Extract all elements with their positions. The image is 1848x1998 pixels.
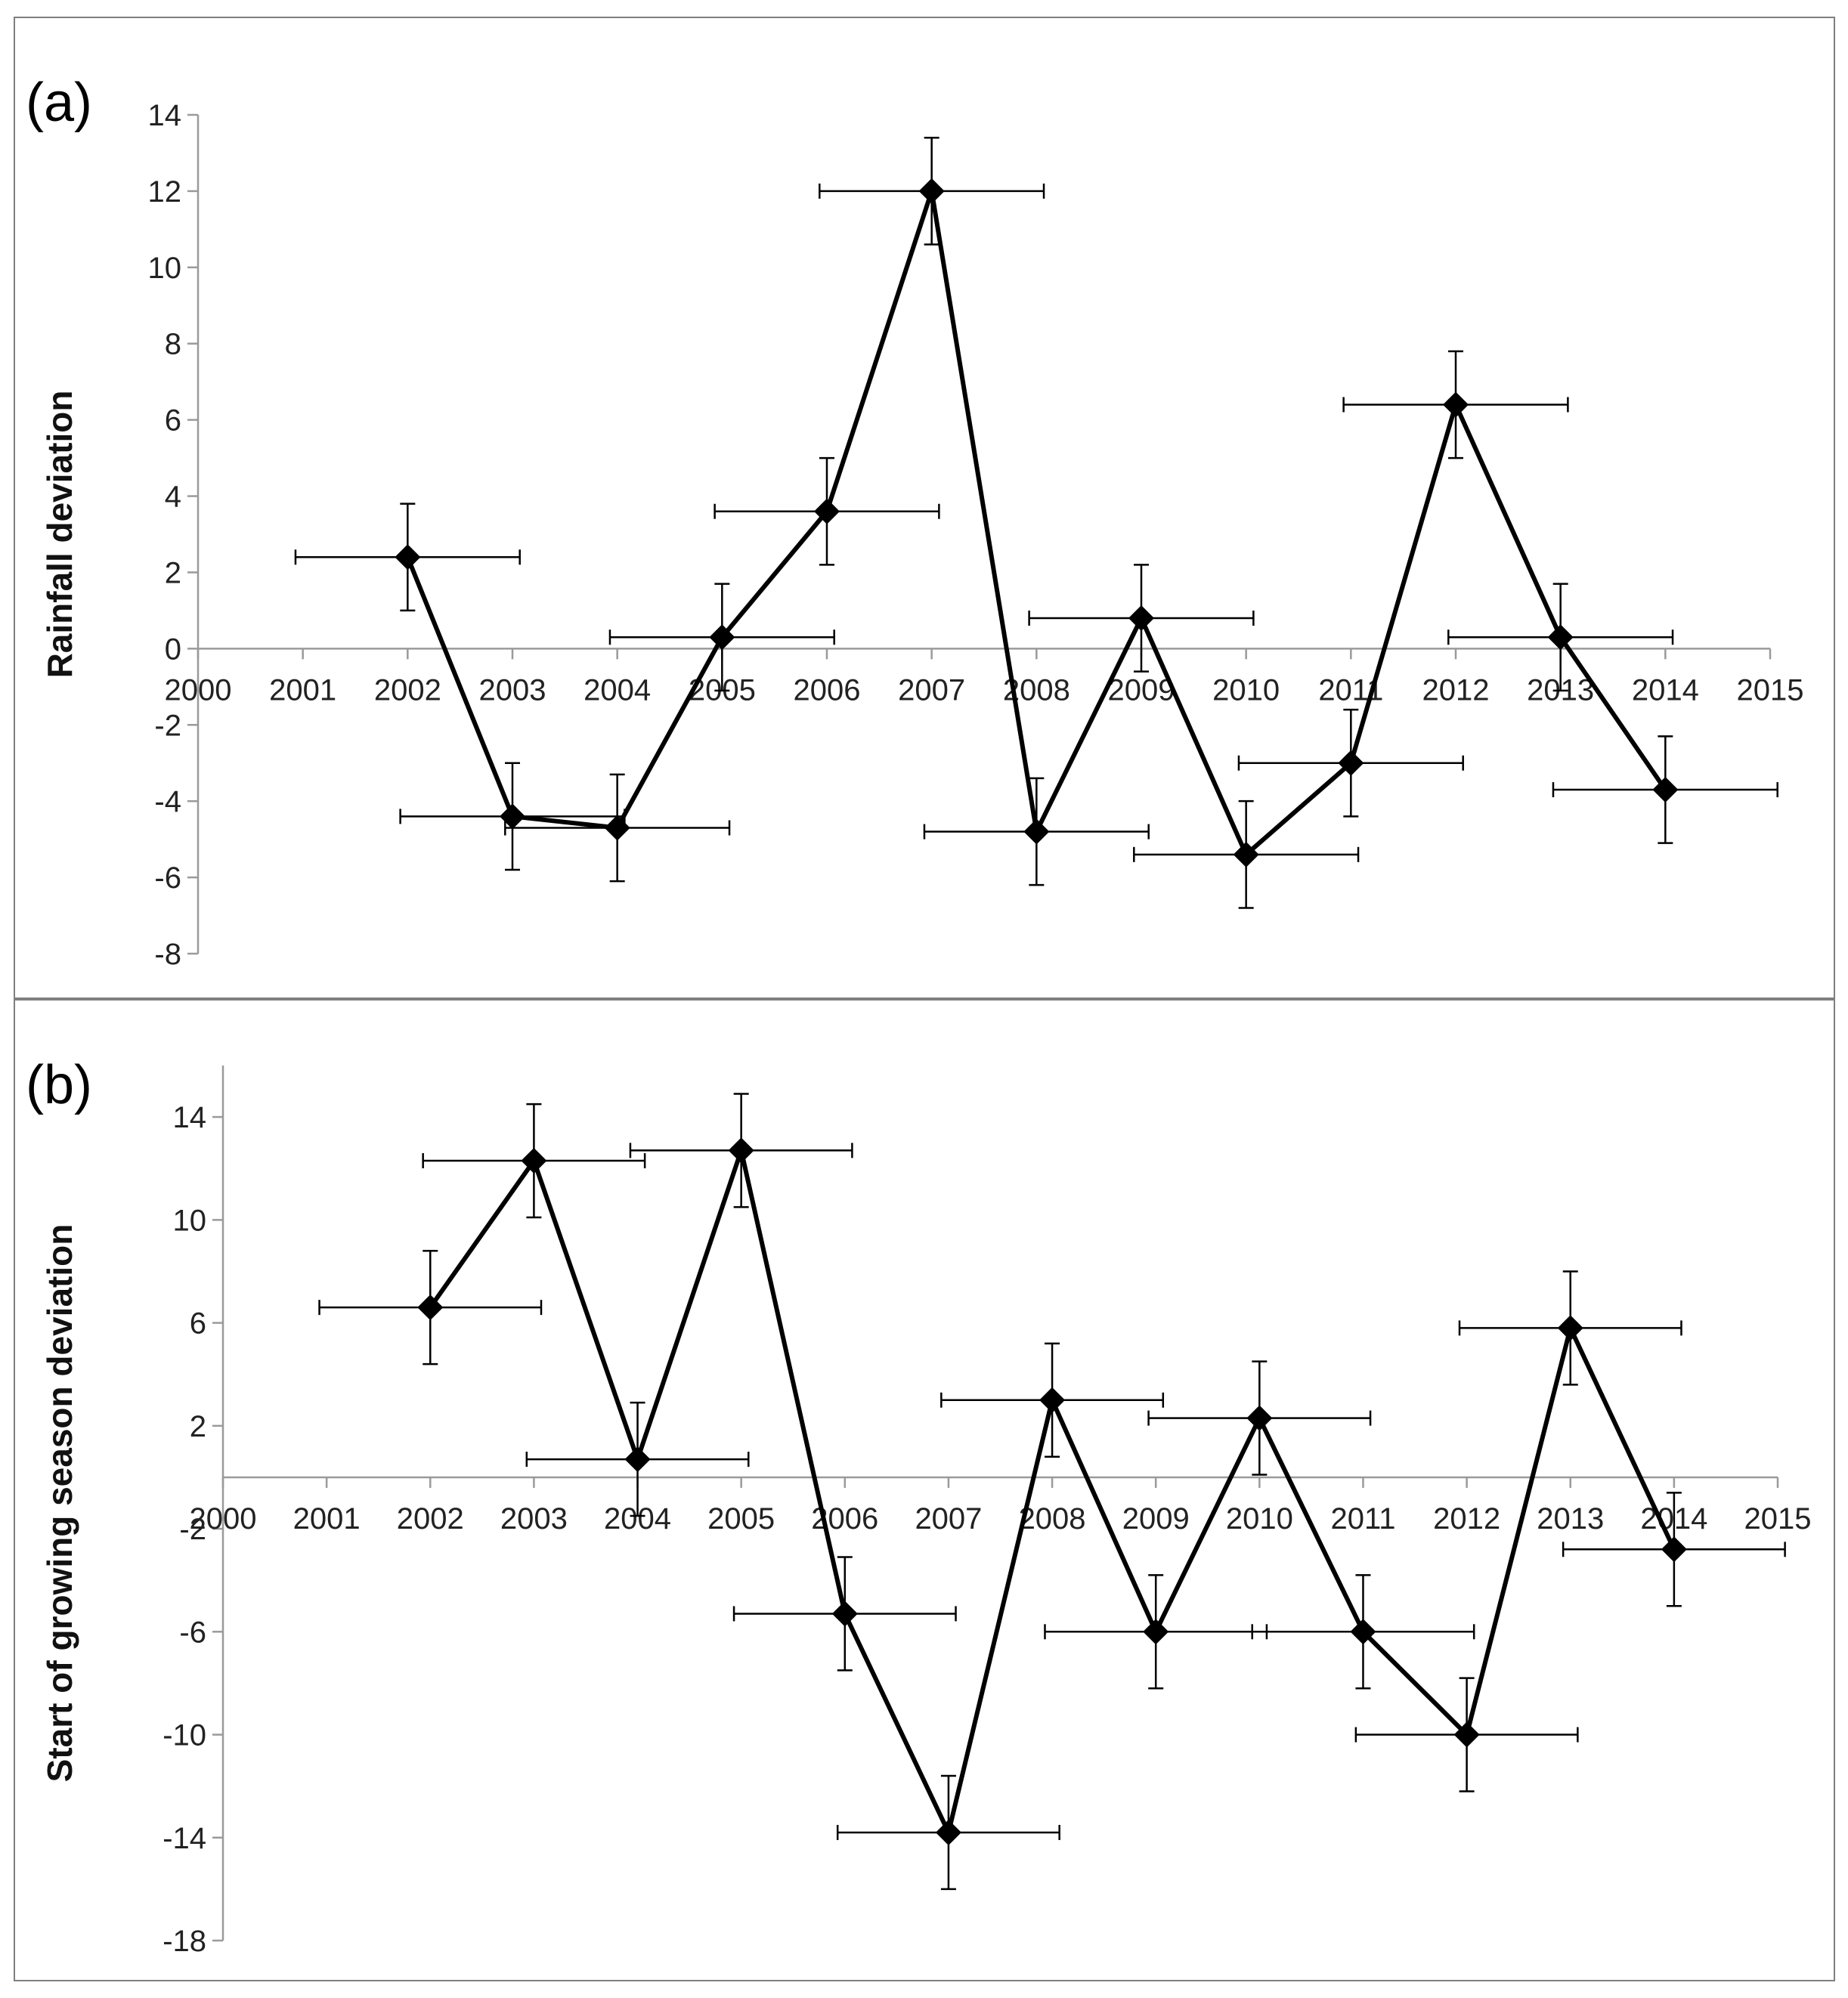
panel-a-x-tick-label: 2003 [479, 673, 546, 707]
panel-b-series-line [428, 1142, 1676, 1839]
panel-a-y-tick-label: -8 [154, 938, 181, 971]
panel-a-data-point [1128, 605, 1154, 631]
panel-b-x-tick-label: 2007 [915, 1502, 982, 1536]
panel-a-data-point [709, 624, 735, 651]
panel-a-data-point [1338, 750, 1364, 776]
panel-b-data-point [831, 1601, 858, 1627]
panel-a-x-tick-label: 2001 [269, 673, 336, 707]
panel-b-y-axis-title: Start of growing season deviation [40, 1224, 79, 1783]
panel-a-plot: (a) -8 -6 -4 -2 0 2 4 6 8 10 12 14 2000 2001 2002 2003 20… [26, 73, 1803, 971]
panel-b-y-tick-label: 6 [190, 1307, 206, 1341]
panel-a-x-tick-label: 2000 [165, 673, 232, 707]
panel-a-x-tick-label: 2015 [1737, 673, 1804, 707]
panel-b-x-tick-label: 2005 [707, 1502, 775, 1536]
panel-a-data-point [1652, 777, 1679, 803]
panel-b-data-point [1350, 1619, 1376, 1645]
panel-b-y-tick-label: -14 [163, 1822, 206, 1855]
panel-b-data-point [1661, 1536, 1687, 1563]
panel-b-y-tick-label: 2 [190, 1410, 206, 1443]
panel-a-y-tick-label: 10 [148, 252, 182, 285]
panel-b-y-tick-label: -10 [163, 1719, 206, 1752]
panel-b-data-point [1039, 1387, 1066, 1413]
panel-b-label: (b) [26, 1055, 92, 1115]
panel-a-data-point [918, 178, 945, 204]
panel-a-series-line [405, 190, 1667, 858]
panel-b-x-tick-label: 2000 [190, 1502, 257, 1536]
panel-a-data-point [1443, 391, 1469, 418]
panel-a-data-point [814, 498, 840, 524]
panel-a-x-tick-label: 2002 [374, 673, 441, 707]
panel-b-x-tick-label: 2011 [1330, 1502, 1395, 1536]
panel-a-y-tick-label: -6 [154, 861, 181, 895]
panel-a-x-tick-label: 2010 [1212, 673, 1280, 707]
panel-a-y-tick-label: 2 [165, 556, 181, 589]
panel-b-y-tick-label: 14 [173, 1101, 207, 1134]
panel-b-data-point [935, 1819, 961, 1845]
panel-b-y-tick-label: -2 [179, 1513, 206, 1546]
panel-a-data-point [1233, 841, 1259, 868]
panel-a-x-tick-label: 2014 [1632, 673, 1699, 707]
panel-a-x-tick-label: 2009 [1108, 673, 1175, 707]
panel-a-x-tick-label: 2006 [794, 673, 861, 707]
panel-b-data-point [624, 1446, 651, 1473]
panel-b-x-tick-label: 2009 [1122, 1502, 1190, 1536]
panel-a-y-tick-label: 4 [165, 481, 181, 514]
panel-a-y-tick-label: 6 [165, 404, 181, 438]
panel-a-x-tick-label: 2007 [898, 673, 965, 707]
panel-b-x-tick-label: 2013 [1537, 1502, 1604, 1536]
panel-b-frame [14, 999, 1835, 1981]
panel-b-data-point [1143, 1619, 1169, 1645]
panel-b-x-tick-label: 2012 [1433, 1502, 1500, 1536]
panel-b-plot: (b) -18 -14 -10 -6 -2 2 6 10 14 2000 2001 2002 2003 20… [26, 1055, 1811, 1958]
panel-a-data-point [1023, 818, 1050, 845]
panel-a-y-tick-label: 12 [148, 175, 182, 209]
panel-a-label: (a) [26, 73, 92, 133]
panel-b-x-tick-label: 2001 [293, 1502, 361, 1536]
panel-a-y-tick-label: 8 [165, 328, 181, 361]
panel-a-y-tick-label: 0 [165, 632, 181, 666]
panel-b-data-point [728, 1137, 754, 1164]
panel-b-data-point [417, 1294, 444, 1321]
panel-b-y-tick-label: -6 [179, 1616, 206, 1649]
panel-a-data-point [395, 544, 421, 571]
panel-b-data-point [1246, 1405, 1273, 1431]
panel-b-x-tick-label: 2010 [1226, 1502, 1293, 1536]
panel-b-x-tick-label: 2003 [500, 1502, 568, 1536]
panel-b-x-tick-label: 2002 [397, 1502, 464, 1536]
panel-b-x-tick-label: 2015 [1744, 1502, 1812, 1536]
panel-a-x-tick-label: 2012 [1422, 673, 1490, 707]
panel-a-data-point [1547, 624, 1574, 651]
panel-a-data-point [500, 803, 525, 830]
panel-b-data-point [1453, 1721, 1480, 1748]
panel-b-y-tick-label: 10 [173, 1204, 207, 1237]
panel-a-y-axis-title: Rainfall deviation [40, 391, 79, 679]
panel-a-y-tick-label: -2 [154, 709, 181, 742]
panel-b-data-point [521, 1148, 547, 1174]
panel-a-x-tick-label: 2004 [583, 673, 651, 707]
panel-b-y-tick-label: -18 [163, 1925, 206, 1958]
panel-b-data-point [1557, 1315, 1583, 1341]
panel-a-y-tick-label: 14 [148, 99, 182, 132]
panel-b-x-tick-label: 2008 [1019, 1502, 1086, 1536]
panel-a-data-point [604, 815, 630, 841]
panel-a-y-tick-label: -4 [154, 785, 181, 818]
